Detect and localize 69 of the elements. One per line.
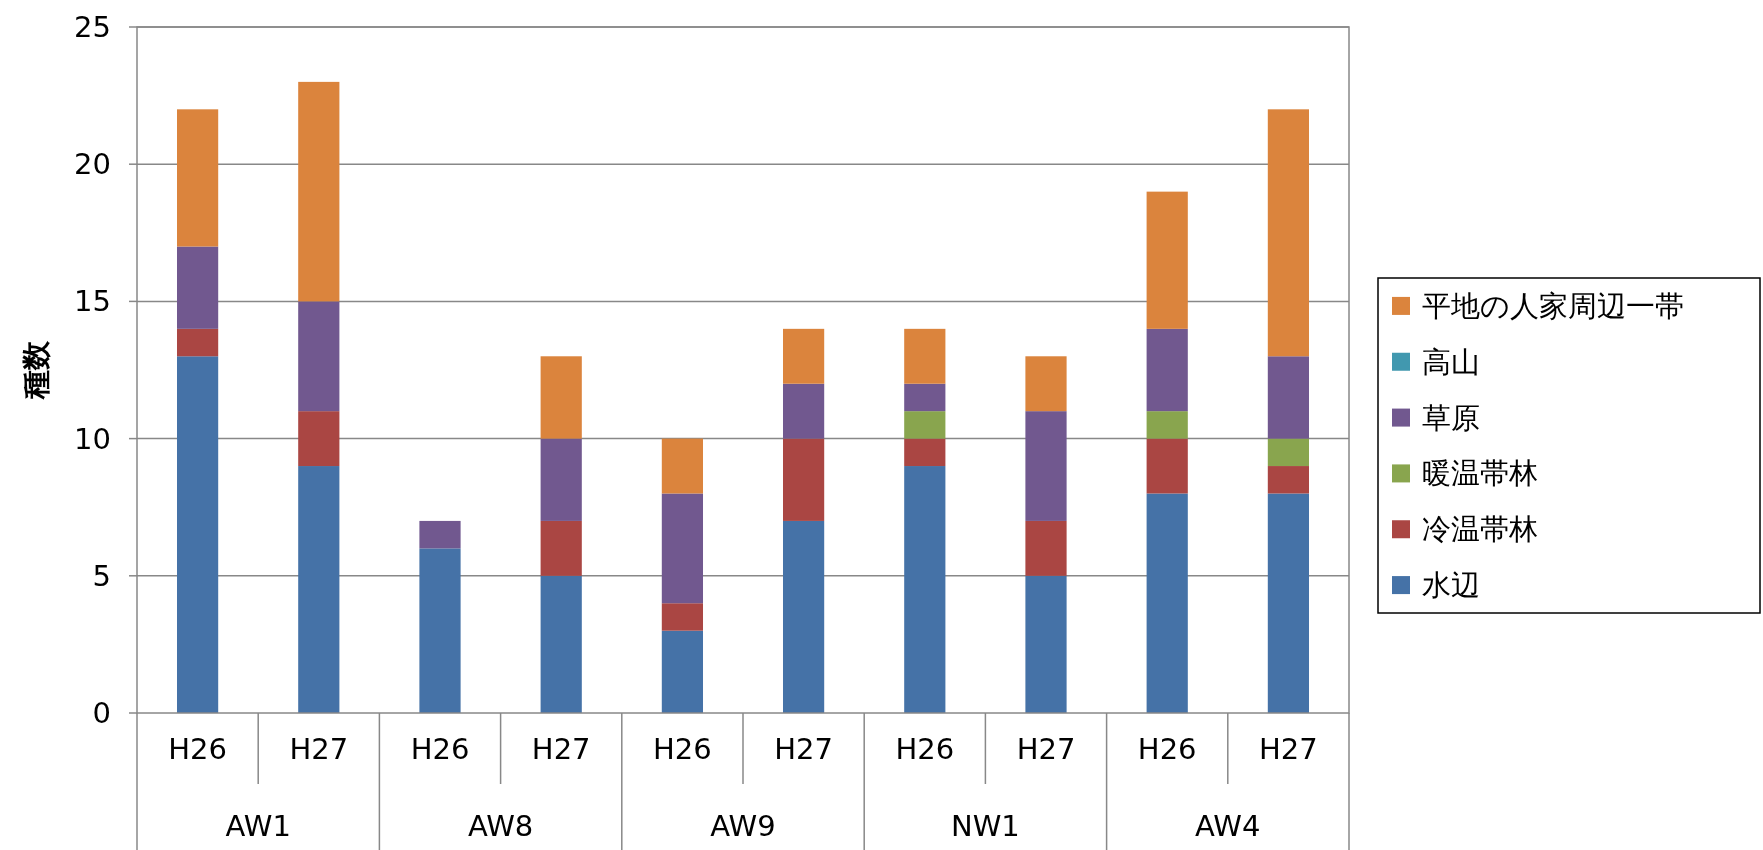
y-tick-label: 15: [74, 284, 111, 319]
bar: [783, 520, 825, 713]
bar: [298, 81, 340, 302]
bar: [1025, 411, 1067, 521]
legend-label: 平地の人家周辺一帯: [1422, 288, 1684, 323]
x-tick-label: H26: [1137, 731, 1197, 766]
bar: [904, 328, 946, 384]
bar: [298, 411, 340, 467]
bar: [177, 109, 219, 247]
bar: [540, 575, 582, 713]
bar: [540, 438, 582, 521]
y-tick-label: 25: [74, 10, 111, 44]
text: AW4: [1195, 809, 1261, 843]
bar: [419, 520, 461, 549]
bar: [177, 356, 219, 713]
legend-label: 高山: [1422, 344, 1480, 379]
x-tick-label: H26: [168, 731, 227, 766]
bar: [1267, 466, 1310, 494]
bar: [661, 603, 703, 631]
bar: [1146, 438, 1188, 494]
bar: [540, 356, 582, 439]
bar: [783, 438, 825, 521]
bar: [177, 328, 219, 357]
text: AW9: [710, 809, 776, 843]
x-tick-label: H27: [1259, 731, 1318, 766]
x-tick-label: H26: [895, 731, 955, 766]
bar: [904, 411, 946, 439]
text: AW8: [467, 809, 534, 843]
bar: [1267, 438, 1310, 467]
bar: [298, 301, 340, 412]
y-tick-label: 10: [74, 421, 111, 456]
x-tick-label: H27: [774, 731, 833, 766]
bar: [783, 328, 825, 384]
y-tick-label: 5: [92, 558, 111, 593]
x-tick-label: H27: [531, 731, 591, 766]
bar: [661, 438, 703, 494]
legend-label: 水辺: [1422, 568, 1480, 603]
bar: [1267, 493, 1310, 713]
bar: [783, 383, 825, 439]
bar: [904, 438, 946, 467]
bar: [1146, 191, 1188, 329]
bar: [1025, 575, 1067, 713]
x-tick-label: H26: [410, 731, 470, 766]
bar: [540, 520, 582, 576]
y-axis-title: 種数: [19, 340, 53, 400]
bar: [904, 383, 946, 412]
bar: [1146, 328, 1188, 412]
legend-label: 冷温帯林: [1422, 512, 1538, 547]
bar: [661, 493, 703, 604]
legend-label: 草原: [1422, 400, 1480, 435]
bar: [1146, 411, 1188, 439]
bar: [1146, 493, 1188, 713]
bar: [1025, 520, 1067, 576]
x-tick-label: H27: [289, 731, 349, 766]
x-tick-label: H26: [653, 731, 712, 766]
bar: [298, 466, 340, 713]
y-tick-label: 20: [74, 147, 111, 182]
bar: [1025, 356, 1067, 412]
bar: [1267, 109, 1310, 357]
x-tick-label: H27: [1016, 731, 1076, 766]
bar: [1267, 356, 1310, 439]
text: NW1: [950, 809, 1020, 843]
y-tick-label: 0: [92, 696, 111, 730]
text: AW1: [225, 809, 291, 843]
legend-label: 暖温帯林: [1422, 456, 1538, 491]
bar: [419, 548, 461, 713]
bar: [904, 466, 946, 713]
bar: [177, 246, 219, 329]
bar: [661, 630, 703, 713]
